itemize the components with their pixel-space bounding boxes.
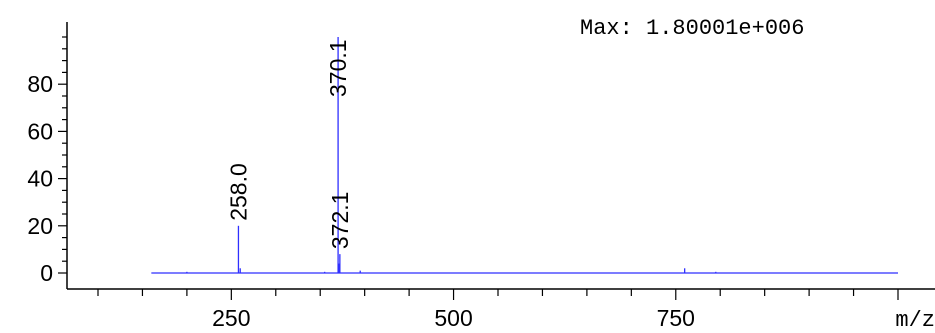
x-tick-label: 750 [657,305,695,331]
max-intensity-label: Max: 1.80001e+006 [580,16,804,41]
x-tick-label: 500 [434,305,472,331]
x-tick-label: 250 [212,305,250,331]
peak-label: 372.1 [327,192,353,250]
x-axis-label: m/z [895,308,935,333]
axes [66,22,935,290]
y-tick-label: 80 [27,71,53,97]
y-tick-label: 20 [27,213,53,239]
x-axis-ticks: 250 500 750 [97,289,899,331]
spectrum-series [151,37,898,274]
peak-label: 370.1 [325,39,351,97]
peak-label: 258.0 [225,163,251,221]
peak-labels: 258.0 370.1 372.1 [225,39,352,249]
y-tick-label: 40 [27,166,53,192]
y-tick-label: 60 [27,118,53,144]
y-axis-ticks: 0 20 40 60 80 [27,36,67,286]
y-tick-label: 0 [40,260,53,286]
